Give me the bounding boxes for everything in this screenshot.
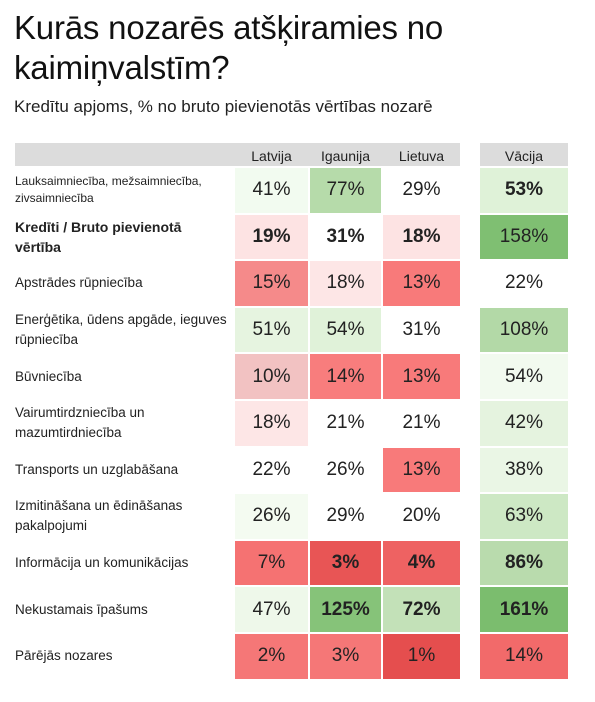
row-label: Pārējās nozares <box>15 648 113 664</box>
table-cell: 53% <box>480 168 568 213</box>
table-cell: 63% <box>480 494 568 539</box>
table-cell: 18% <box>310 261 381 306</box>
table-cell: 3% <box>310 540 381 586</box>
table-cell: 2% <box>235 634 308 679</box>
table-cell: 21% <box>310 401 381 446</box>
table-cell: 41% <box>235 168 308 213</box>
table-cell: 86% <box>480 540 568 586</box>
row-label: Lauksaimniecība, mežsaimniecība, zivsaim… <box>15 174 202 206</box>
header-bar <box>15 143 460 166</box>
table-cell: 15% <box>235 261 308 306</box>
table-cell: 108% <box>480 307 568 353</box>
table-cell: 42% <box>480 401 568 446</box>
table-cell: 72% <box>383 587 460 632</box>
row-label: Nekustamais īpašums <box>15 601 148 617</box>
table-cell: 158% <box>480 214 568 260</box>
row-label: Būvniecība <box>15 368 82 384</box>
table-cell: 3% <box>310 634 381 679</box>
table-cell: 22% <box>235 447 308 493</box>
table-cell: 1% <box>383 634 460 679</box>
table-cell: 77% <box>310 168 381 213</box>
row-label: Enerģētika, ūdens apgāde, ieguves rūpnie… <box>15 312 227 348</box>
table-cell: 20% <box>383 494 460 539</box>
table-cell: 31% <box>310 214 381 260</box>
table-cell: 29% <box>383 168 460 213</box>
table-cell: 14% <box>310 354 381 399</box>
table-cell: 31% <box>383 307 460 353</box>
header-bar-germany <box>480 143 568 166</box>
table-cell: 54% <box>480 354 568 399</box>
row-label: Transports un uzglabāšana <box>15 461 179 477</box>
table-cell: 13% <box>383 261 460 306</box>
table-cell: 125% <box>310 587 381 632</box>
table-cell: 13% <box>383 447 460 493</box>
table-cell: 51% <box>235 307 308 353</box>
table-cell: 29% <box>310 494 381 539</box>
column-header: Lietuva <box>398 148 445 164</box>
table-cell: 7% <box>235 540 308 586</box>
table-cell: 18% <box>235 401 308 446</box>
table-cell: 13% <box>383 354 460 399</box>
row-label: Apstrādes rūpniecība <box>15 275 143 291</box>
table-cell: 21% <box>383 401 460 446</box>
table-cell: 18% <box>383 214 460 260</box>
column-header: Vācija <box>504 148 544 164</box>
row-label: Kredīti / Bruto pievienotā vērtība <box>15 218 182 255</box>
table-cell: 26% <box>310 447 381 493</box>
table-cell: 54% <box>310 307 381 353</box>
table-cell: 14% <box>480 634 568 679</box>
table-cell: 19% <box>235 214 308 260</box>
table-cell: 4% <box>383 540 460 586</box>
table-cell: 47% <box>235 587 308 632</box>
chart-title: Kurās nozarēs atšķiramies no kaimiņvalst… <box>14 9 444 86</box>
column-header: Igaunija <box>320 148 371 164</box>
chart-subtitle: Kredītu apjoms, % no bruto pievienotās v… <box>14 97 433 116</box>
row-label: Informācija un komunikācijas <box>15 555 189 571</box>
table-cell: 22% <box>480 261 568 306</box>
table-cell: 38% <box>480 447 568 493</box>
table-cell: 10% <box>235 354 308 399</box>
column-header: Latvija <box>251 148 292 164</box>
table-cell: 161% <box>480 587 568 632</box>
row-label: Vairumtirdzniecība un mazumtirdniecība <box>15 405 145 441</box>
row-label: Izmitināšana un ēdināšanas pakalpojumi <box>15 498 183 534</box>
table-cell: 26% <box>235 494 308 539</box>
